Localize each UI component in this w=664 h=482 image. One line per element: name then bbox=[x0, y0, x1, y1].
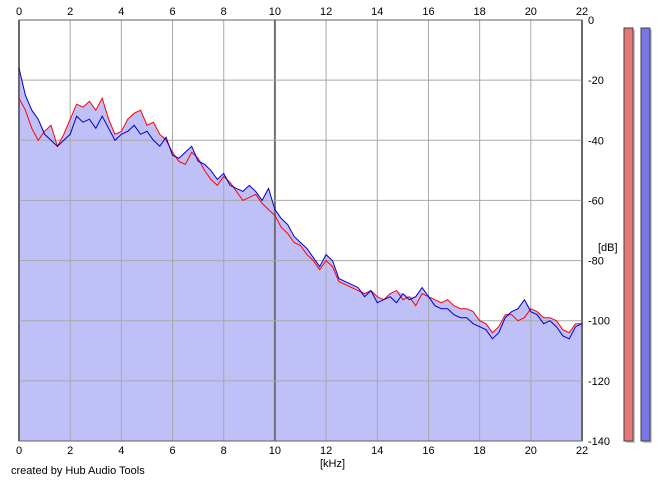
x-tick-label-top: 22 bbox=[576, 6, 588, 18]
x-tick-label-bottom: 22 bbox=[576, 445, 588, 457]
x-tick-label-bottom: 18 bbox=[474, 445, 486, 457]
y-tick-label: -60 bbox=[588, 195, 604, 207]
x-tick-label-top: 10 bbox=[269, 6, 281, 18]
series-line-2 bbox=[18, 67, 583, 340]
series-lines bbox=[18, 67, 583, 340]
x-axis-label: [kHz] bbox=[320, 458, 346, 470]
spectrum-fill bbox=[19, 68, 582, 441]
y-tick-label: -40 bbox=[588, 135, 604, 147]
x-tick-label-top: 18 bbox=[474, 6, 486, 18]
y-tick-label: -80 bbox=[588, 256, 604, 268]
grid-lines bbox=[18, 19, 583, 442]
level-meter-1 bbox=[623, 27, 634, 442]
y-tick-label: -100 bbox=[588, 316, 610, 328]
x-tick-label-top: 4 bbox=[118, 6, 124, 18]
x-tick-label-top: 20 bbox=[525, 6, 537, 18]
x-tick-label-bottom: 4 bbox=[118, 445, 124, 457]
plot-area bbox=[19, 20, 582, 441]
y-tick-label: 0 bbox=[588, 15, 594, 27]
x-tick-label-bottom: 20 bbox=[525, 445, 537, 457]
x-tick-label-top: 8 bbox=[221, 6, 227, 18]
x-tick-label-bottom: 8 bbox=[221, 445, 227, 457]
x-tick-label-top: 16 bbox=[422, 6, 434, 18]
y-axis-label: [dB] bbox=[598, 242, 618, 254]
x-tick-label-top: 2 bbox=[67, 6, 73, 18]
x-tick-label-bottom: 16 bbox=[422, 445, 434, 457]
level-meters bbox=[623, 27, 652, 443]
x-tick-label-top: 0 bbox=[16, 6, 22, 18]
y-tick-label: -140 bbox=[588, 436, 610, 448]
x-tick-label-bottom: 12 bbox=[320, 445, 332, 457]
tick-labels: 002244668810101212141416161818202022220-… bbox=[16, 6, 610, 457]
x-tick-label-bottom: 6 bbox=[169, 445, 175, 457]
plot-frame bbox=[18, 19, 583, 442]
x-tick-label-top: 12 bbox=[320, 6, 332, 18]
x-tick-label-bottom: 0 bbox=[16, 445, 22, 457]
x-tick-label-top: 14 bbox=[371, 6, 383, 18]
credit-text: created by Hub Audio Tools bbox=[11, 465, 145, 477]
x-tick-label-bottom: 2 bbox=[67, 445, 73, 457]
x-tick-label-bottom: 14 bbox=[371, 445, 383, 457]
series-line-1 bbox=[18, 96, 582, 334]
y-tick-label: -20 bbox=[588, 75, 604, 87]
x-tick-label-top: 6 bbox=[169, 6, 175, 18]
level-meter-2 bbox=[640, 27, 651, 442]
y-tick-label: -120 bbox=[588, 376, 610, 388]
x-tick-label-bottom: 10 bbox=[269, 445, 281, 457]
